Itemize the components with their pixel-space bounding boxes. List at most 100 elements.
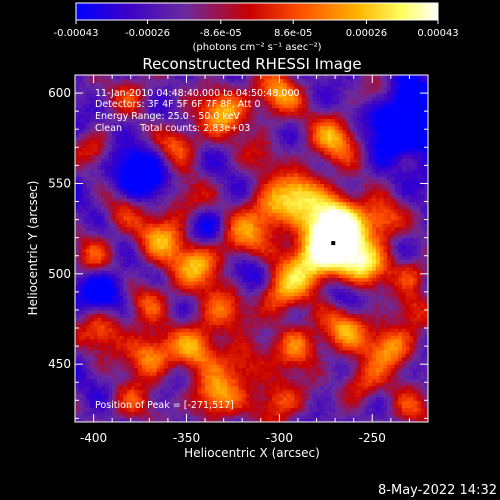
- heatmap-cell: [249, 234, 254, 239]
- heatmap-cell: [201, 114, 206, 119]
- heatmap-cell: [257, 114, 262, 119]
- heatmap-cell: [141, 212, 147, 217]
- heatmap-cell: [227, 382, 232, 387]
- heatmap-cell: [245, 255, 251, 260]
- heatmap-cell: [115, 277, 121, 282]
- heatmap-cell: [205, 103, 210, 109]
- heatmap-cell: [130, 375, 136, 380]
- heatmap-cell: [212, 360, 217, 365]
- heatmap-cell: [112, 212, 117, 217]
- heatmap-cell: [78, 201, 84, 206]
- heatmap-cell: [201, 389, 206, 394]
- heatmap-cell: [212, 295, 217, 300]
- heatmap-cell: [86, 367, 91, 372]
- heatmap-cell: [164, 140, 169, 145]
- heatmap-cell: [186, 107, 191, 112]
- heatmap-cell: [145, 346, 150, 351]
- heatmap-cell: [86, 364, 91, 369]
- heatmap-cell: [171, 378, 176, 383]
- heatmap-cell: [145, 407, 150, 412]
- heatmap-cell: [127, 403, 132, 409]
- heatmap-cell: [242, 342, 247, 347]
- heatmap-cell: [208, 248, 214, 253]
- heatmap-cell: [238, 212, 243, 217]
- heatmap-cell: [82, 414, 87, 419]
- heatmap-cell: [89, 281, 95, 286]
- heatmap-cell: [119, 114, 124, 119]
- heatmap-cell: [153, 400, 158, 405]
- heatmap-cell: [156, 201, 162, 206]
- heatmap-cell: [216, 172, 221, 177]
- heatmap-cell: [134, 288, 139, 293]
- heatmap-cell: [93, 143, 98, 148]
- heatmap-cell: [141, 252, 147, 257]
- heatmap-cell: [182, 259, 188, 264]
- heatmap-cell: [108, 241, 113, 246]
- heatmap-cell: [179, 168, 184, 174]
- heatmap-cell: [197, 187, 202, 192]
- heatmap-cell: [216, 194, 221, 199]
- heatmap-cell: [160, 165, 165, 170]
- heatmap-cell: [257, 226, 262, 232]
- heatmap-cell: [257, 158, 262, 163]
- heatmap-cell: [249, 389, 254, 394]
- heatmap-cell: [101, 342, 106, 347]
- heatmap-cell: [160, 78, 165, 83]
- heatmap-cell: [160, 407, 165, 412]
- heatmap-cell: [205, 382, 210, 387]
- heatmap-cell: [115, 382, 121, 387]
- heatmap-cell: [123, 85, 128, 91]
- heatmap-cell: [245, 150, 251, 156]
- heatmap-cell: [242, 320, 247, 325]
- heatmap-cell: [201, 364, 206, 369]
- heatmap-cell: [212, 212, 217, 217]
- heatmap-cell: [112, 335, 117, 340]
- heatmap-cell: [179, 400, 184, 405]
- heatmap-cell: [205, 118, 210, 123]
- heatmap-cell: [104, 187, 110, 192]
- heatmap-cell: [78, 237, 84, 242]
- heatmap-cell: [197, 82, 202, 87]
- heatmap-cell: [134, 82, 139, 87]
- heatmap-cell: [231, 411, 236, 416]
- heatmap-cell: [145, 349, 150, 354]
- heatmap-cell: [208, 400, 214, 405]
- heatmap-cell: [205, 226, 210, 232]
- heatmap-cell: [167, 338, 173, 344]
- heatmap-cell: [182, 201, 188, 206]
- heatmap-cell: [264, 367, 269, 372]
- heatmap-cell: [227, 234, 232, 239]
- heatmap-cell: [205, 194, 210, 199]
- heatmap-cell: [160, 75, 165, 80]
- heatmap-cell: [108, 270, 113, 275]
- heatmap-cell: [238, 179, 243, 185]
- heatmap-cell: [97, 234, 102, 239]
- heatmap-cell: [138, 288, 143, 293]
- heatmap-cell: [164, 353, 169, 358]
- heatmap-cell: [238, 143, 243, 148]
- heatmap-cell: [201, 393, 206, 398]
- heatmap-cell: [127, 187, 132, 192]
- heatmap-cell: [97, 335, 102, 340]
- heatmap-cell: [171, 291, 176, 297]
- heatmap-cell: [75, 382, 80, 387]
- heatmap-cell: [234, 183, 240, 188]
- heatmap-cell: [115, 360, 121, 365]
- heatmap-cell: [257, 393, 262, 398]
- heatmap-cell: [219, 281, 225, 286]
- heatmap-cell: [123, 165, 128, 170]
- heatmap-cell: [197, 360, 202, 365]
- heatmap-cell: [145, 187, 150, 192]
- heatmap-cell: [208, 219, 214, 224]
- heatmap-cell: [153, 324, 158, 329]
- heatmap-cell: [156, 396, 162, 401]
- heatmap-cell: [156, 165, 162, 170]
- heatmap-cell: [138, 241, 143, 246]
- heatmap-cell: [179, 132, 184, 138]
- heatmap-cell: [141, 183, 147, 188]
- heatmap-cell: [227, 255, 232, 260]
- heatmap-cell: [197, 140, 202, 145]
- heatmap-cell: [208, 111, 214, 116]
- heatmap-cell: [138, 212, 143, 217]
- heatmap-cell: [171, 158, 176, 163]
